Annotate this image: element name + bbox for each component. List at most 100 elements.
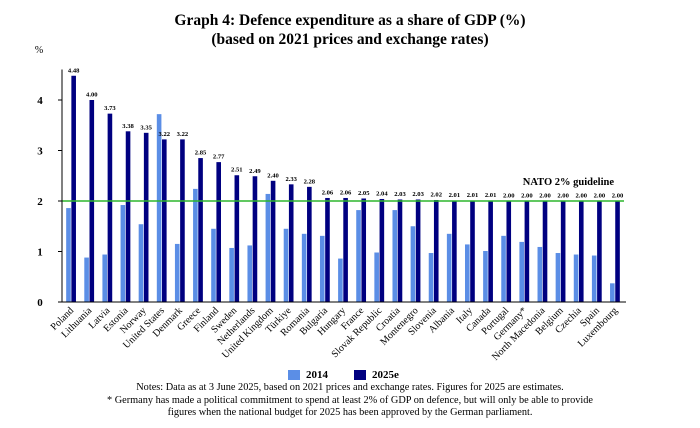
bar-2025 [524, 201, 530, 302]
data-label: 2.00 [612, 193, 624, 200]
bar-2014 [501, 235, 506, 302]
bar-2025 [71, 75, 76, 302]
bar-2025 [542, 201, 548, 302]
bar-2025 [415, 199, 421, 302]
bar-2014 [610, 283, 615, 302]
bar-2014 [465, 244, 470, 302]
data-label: 2.77 [213, 154, 225, 161]
bar-2014 [446, 233, 452, 302]
bar-2014 [301, 233, 307, 302]
y-tick-label: 1 [37, 247, 43, 259]
data-label: 2.02 [430, 191, 442, 198]
bar-2014 [102, 254, 108, 302]
bar-2014 [193, 188, 198, 302]
data-label: 3.38 [122, 123, 134, 130]
y-tick-label: 3 [37, 146, 43, 158]
data-label: 2.00 [594, 193, 606, 200]
bar-2014 [211, 228, 216, 302]
legend: 2014 2025e [0, 369, 700, 383]
bar-2014 [591, 255, 597, 302]
bar-2025 [307, 186, 312, 302]
bar-2014 [356, 210, 361, 302]
data-label: 3.35 [140, 124, 152, 131]
bar-2014 [410, 226, 416, 302]
bar-2014 [428, 253, 434, 302]
y-tick-label: 2 [37, 196, 43, 208]
data-label: 2.01 [449, 192, 461, 199]
bar-2025 [597, 201, 602, 302]
data-label: 3.73 [104, 105, 116, 112]
bar-2025 [162, 139, 167, 302]
data-label: 2.33 [285, 176, 297, 183]
bar-2025 [361, 198, 367, 302]
data-label: 2.05 [358, 190, 370, 197]
data-label: 2.85 [195, 150, 207, 157]
chart-plot: %012344.48Poland4.00Lithuania3.73Latvia3… [35, 45, 626, 363]
bar-2025 [107, 113, 113, 302]
y-axis-label: % [35, 45, 43, 56]
bar-2014 [519, 241, 524, 302]
bar-2014 [265, 193, 271, 302]
bar-2025 [343, 197, 348, 302]
bar-2025 [125, 131, 131, 302]
data-label: 2.00 [557, 193, 569, 200]
data-label: 3.22 [159, 131, 171, 138]
bar-2014 [283, 228, 289, 302]
data-label: 2.49 [249, 168, 261, 175]
chart-title: Graph 4: Defence expenditure as a share … [174, 12, 526, 29]
bar-2014 [174, 243, 180, 302]
bar-2014 [392, 210, 398, 302]
guideline-label: NATO 2% guideline [523, 177, 615, 188]
bar-2025 [506, 201, 512, 302]
data-label: 2.40 [267, 172, 279, 179]
data-label: 4.48 [68, 67, 80, 74]
bar-2014 [319, 235, 325, 302]
data-label: 2.06 [322, 189, 334, 196]
legend-swatch-2014 [288, 370, 300, 380]
data-label: 3.22 [177, 131, 189, 138]
chart-notes: Notes: Data as at 3 June 2025, based on … [0, 382, 700, 420]
chart-subtitle: (based on 2021 prices and exchange rates… [211, 31, 489, 48]
bar-2014 [229, 247, 234, 302]
legend-label-2014: 2014 [306, 369, 328, 381]
legend-item-2025: 2025e [354, 369, 399, 381]
bar-2014 [138, 224, 144, 302]
bar-2025 [615, 201, 620, 302]
data-label: 2.03 [394, 191, 406, 198]
bar-2025 [252, 176, 258, 302]
bar-2025 [560, 201, 566, 302]
data-label: 4.00 [86, 92, 98, 99]
bar-2014 [247, 245, 253, 302]
legend-item-2014: 2014 [288, 369, 328, 381]
y-tick-label: 4 [37, 95, 43, 107]
bar-2014 [66, 208, 71, 302]
note-line-3: figures when the national budget for 202… [167, 407, 533, 418]
bar-2014 [84, 257, 89, 302]
note-line-1: Notes: Data as at 3 June 2025, based on … [136, 382, 564, 393]
bar-2025 [379, 198, 385, 302]
note-line-2: * Germany has made a political commitmen… [106, 394, 594, 406]
data-label: 2.03 [412, 191, 424, 198]
bar-2025 [433, 199, 439, 302]
legend-swatch-2025 [354, 370, 366, 380]
bar-2025 [270, 180, 276, 302]
bar-2014 [555, 253, 561, 302]
data-label: 2.00 [503, 193, 515, 200]
data-label: 2.00 [521, 193, 533, 200]
data-label: 2.28 [304, 178, 316, 185]
bar-2014 [120, 205, 126, 302]
bar-2025 [397, 199, 403, 302]
bar-2025 [198, 158, 203, 302]
bar-2014 [338, 258, 343, 302]
bar-2014 [573, 254, 579, 302]
data-label: 2.01 [485, 192, 497, 199]
bar-2014 [483, 250, 488, 302]
bar-2014 [156, 114, 162, 302]
bar-2025 [288, 184, 294, 302]
bar-2025 [180, 139, 185, 302]
data-label: 2.04 [376, 190, 388, 197]
data-label: 2.00 [576, 193, 588, 200]
bar-2025 [216, 162, 221, 302]
data-label: 2.00 [539, 193, 551, 200]
bar-2025 [578, 201, 584, 302]
